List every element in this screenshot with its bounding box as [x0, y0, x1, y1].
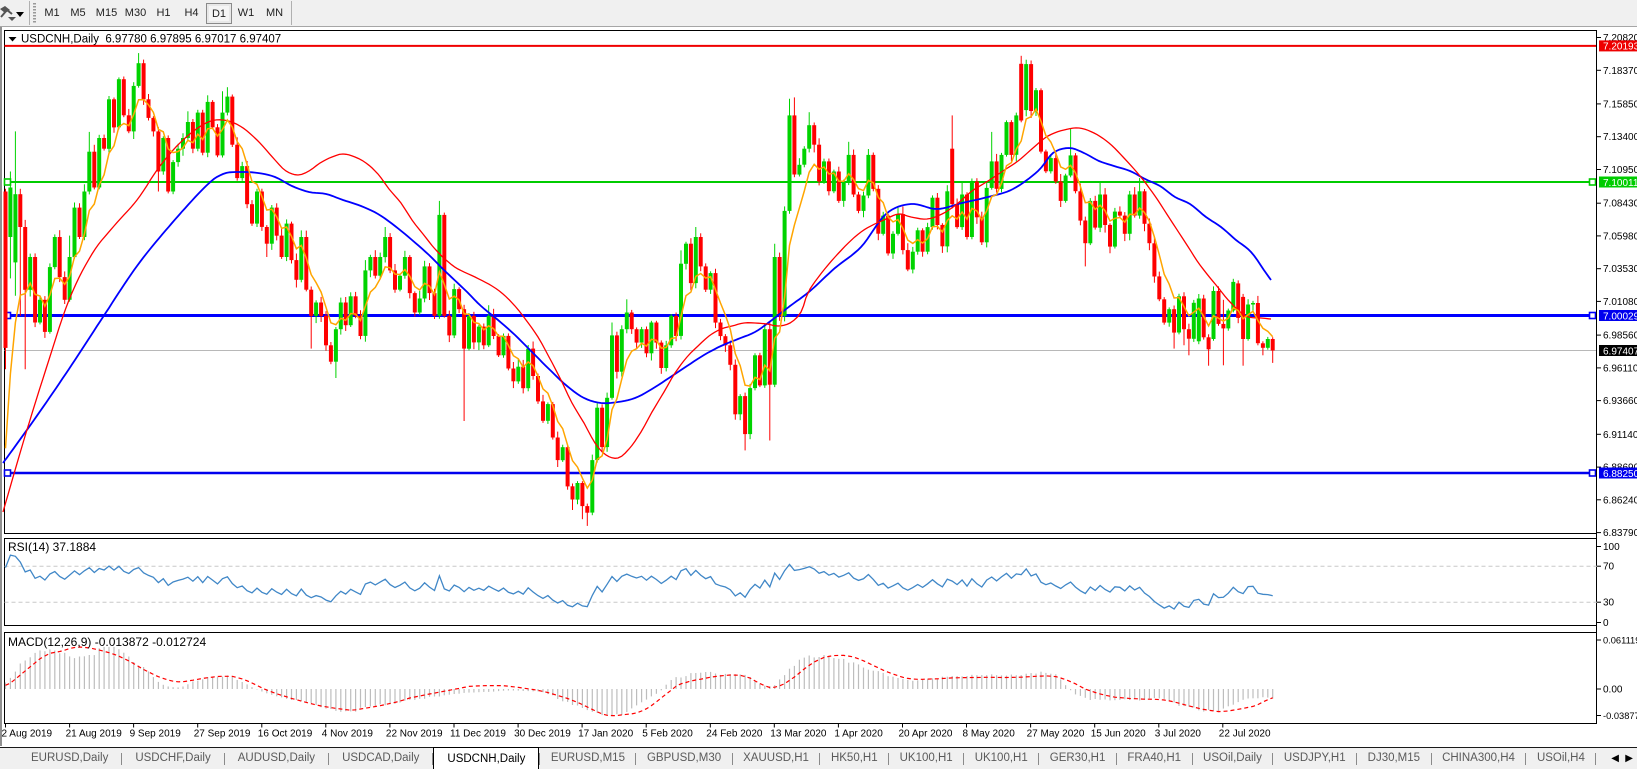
svg-text:7.05980: 7.05980 — [1603, 231, 1637, 242]
svg-text:13 Mar 2020: 13 Mar 2020 — [770, 729, 827, 740]
svg-text:7.15850: 7.15850 — [1603, 99, 1637, 110]
svg-text:8 May 2020: 8 May 2020 — [963, 729, 1016, 740]
svg-text:24 Feb 2020: 24 Feb 2020 — [706, 729, 763, 740]
svg-text:6.93660: 6.93660 — [1603, 396, 1637, 407]
svg-text:2 Aug 2019: 2 Aug 2019 — [2, 729, 53, 740]
svg-text:100: 100 — [1603, 542, 1620, 553]
svg-text:-0.03877: -0.03877 — [1603, 711, 1637, 721]
svg-text:30: 30 — [1603, 598, 1615, 609]
svg-text:RSI(14) 37.1884: RSI(14) 37.1884 — [8, 540, 96, 554]
svg-text:6.86240: 6.86240 — [1603, 495, 1637, 506]
svg-text:7.01080: 7.01080 — [1603, 297, 1637, 308]
svg-text:6.98560: 6.98560 — [1603, 331, 1637, 342]
svg-text:6.91140: 6.91140 — [1603, 430, 1637, 441]
svg-text:3 Jul 2020: 3 Jul 2020 — [1155, 729, 1202, 740]
svg-text:4 Nov 2019: 4 Nov 2019 — [322, 729, 374, 740]
svg-text:20 Apr 2020: 20 Apr 2020 — [899, 729, 953, 740]
svg-text:17 Jan 2020: 17 Jan 2020 — [578, 729, 633, 740]
svg-text:USDCNH,Daily 6.97780 6.97895: USDCNH,Daily 6.97780 6.97895 6.97017 6.9… — [21, 34, 281, 46]
svg-text:22 Nov 2019: 22 Nov 2019 — [386, 729, 443, 740]
svg-text:0: 0 — [1603, 618, 1609, 629]
svg-text:22 Jul 2020: 22 Jul 2020 — [1219, 729, 1271, 740]
svg-text:6.97407: 6.97407 — [1603, 346, 1637, 357]
svg-text:MACD(12,26,9) -0.013872 -0.012: MACD(12,26,9) -0.013872 -0.012724 — [8, 635, 206, 649]
svg-text:6.96110: 6.96110 — [1603, 363, 1637, 374]
svg-text:5 Feb 2020: 5 Feb 2020 — [642, 729, 693, 740]
svg-text:7.03530: 7.03530 — [1603, 264, 1637, 275]
svg-text:6.88250: 6.88250 — [1603, 469, 1637, 480]
svg-text:9 Sep 2019: 9 Sep 2019 — [130, 729, 182, 740]
svg-text:11 Dec 2019: 11 Dec 2019 — [450, 729, 506, 740]
svg-text:21 Aug 2019: 21 Aug 2019 — [66, 729, 123, 740]
svg-text:27 May 2020: 27 May 2020 — [1027, 729, 1085, 740]
svg-text:7.13400: 7.13400 — [1603, 132, 1637, 143]
svg-text:15 Jun 2020: 15 Jun 2020 — [1091, 729, 1146, 740]
svg-text:7.20193: 7.20193 — [1603, 42, 1637, 53]
svg-text:7.18370: 7.18370 — [1603, 66, 1637, 77]
svg-text:7.00029: 7.00029 — [1603, 311, 1637, 322]
svg-text:1 Apr 2020: 1 Apr 2020 — [834, 729, 883, 740]
svg-text:7.10950: 7.10950 — [1603, 165, 1637, 176]
svg-text:7.08430: 7.08430 — [1603, 199, 1637, 210]
svg-text:0.00: 0.00 — [1603, 685, 1623, 696]
svg-text:70: 70 — [1603, 562, 1615, 573]
svg-text:16 Oct 2019: 16 Oct 2019 — [258, 729, 313, 740]
svg-text:30 Dec 2019: 30 Dec 2019 — [514, 729, 571, 740]
svg-text:6.83790: 6.83790 — [1603, 528, 1637, 539]
svg-text:0.061119: 0.061119 — [1603, 636, 1637, 646]
svg-text:7.20820: 7.20820 — [1603, 33, 1637, 44]
svg-text:27 Sep 2019: 27 Sep 2019 — [194, 729, 251, 740]
svg-text:7.10011: 7.10011 — [1603, 178, 1637, 189]
